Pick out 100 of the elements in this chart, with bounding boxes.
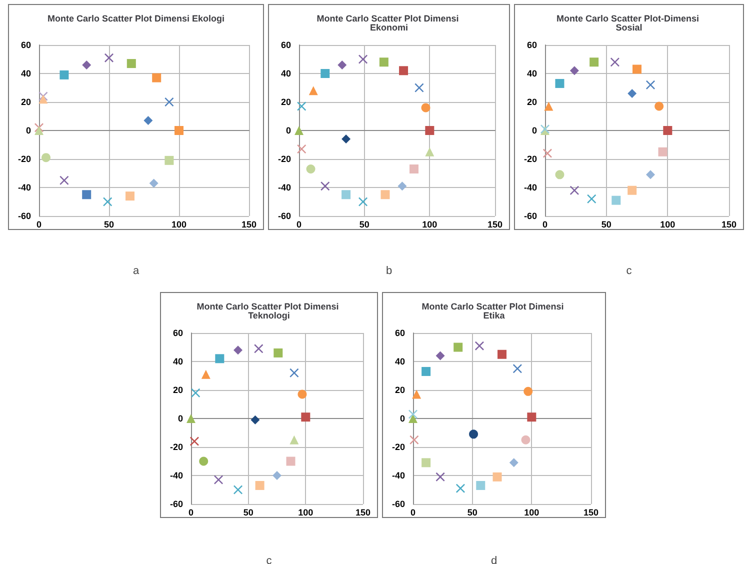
point [628, 88, 637, 98]
point [272, 471, 282, 480]
point [164, 98, 174, 106]
point [149, 178, 158, 188]
y-tick-label: 40 [20, 68, 31, 78]
point [425, 147, 434, 156]
point [654, 102, 664, 111]
point [358, 54, 368, 64]
y-tick-label: 40 [280, 68, 291, 78]
chart-title: Monte Carlo Scatter Plot Dimensi Etika [422, 302, 566, 320]
point [436, 351, 445, 360]
point [126, 192, 134, 201]
point [301, 412, 310, 422]
y-tick-label: 0 [532, 126, 537, 136]
y-tick-label: 60 [394, 328, 405, 338]
x-tick-label: 100 [298, 508, 314, 518]
point [60, 176, 69, 185]
point [190, 436, 199, 446]
x-tick-label: 100 [422, 220, 438, 230]
point [610, 58, 620, 67]
point [555, 170, 564, 180]
text: c [265, 555, 273, 564]
y-tick-label: 20 [172, 385, 183, 395]
text: c [625, 265, 633, 277]
y-tick-label: 20 [394, 385, 405, 395]
point [408, 414, 418, 423]
point [152, 73, 162, 82]
point [469, 430, 478, 439]
point [274, 348, 283, 358]
y-tick-label: -60 [170, 499, 183, 509]
point [286, 456, 296, 466]
x-tick-label: 0 [410, 508, 416, 518]
y-tick-label: 20 [20, 97, 31, 107]
y-tick-label: 0 [400, 414, 405, 424]
y-tick-label: -20 [392, 442, 405, 452]
point [201, 370, 210, 379]
point [628, 186, 637, 195]
point [164, 156, 174, 165]
point [587, 194, 596, 204]
point [104, 53, 114, 62]
point [632, 64, 642, 74]
x-tick-label: 100 [660, 220, 676, 230]
point [191, 388, 200, 398]
y-tick-label: -20 [524, 154, 537, 164]
y-tick-label: -40 [392, 470, 405, 480]
point [380, 190, 390, 200]
y-tick-label: -40 [18, 182, 31, 192]
y-tick-label: 60 [172, 328, 183, 338]
point [320, 69, 330, 78]
point [234, 346, 243, 355]
x-tick-label: 150 [241, 220, 257, 230]
x-tick-label: 150 [721, 220, 737, 230]
point [358, 197, 368, 206]
point [509, 458, 518, 468]
point [342, 190, 351, 200]
point [399, 66, 408, 76]
x-tick-label: 50 [467, 508, 478, 518]
y-tick-label: 20 [526, 97, 537, 107]
point [306, 164, 316, 174]
y-tick-label: 60 [280, 40, 291, 50]
y-tick-label: -60 [524, 211, 537, 221]
x-tick-label: 50 [243, 508, 254, 518]
point [290, 435, 299, 444]
y-tick-label: -60 [392, 499, 405, 509]
y-tick-label: 20 [280, 97, 291, 107]
chart-title: Monte Carlo Scatter Plot Dimensi Ekonomi [316, 14, 462, 32]
x-tick-label: 50 [601, 220, 612, 230]
point [542, 148, 552, 158]
point [454, 342, 463, 352]
point [290, 368, 299, 378]
point [186, 414, 196, 423]
x-tick-label: 100 [524, 508, 540, 518]
point [658, 147, 668, 156]
x-tick-label: 0 [188, 508, 194, 518]
point [590, 58, 599, 67]
point [379, 58, 388, 67]
point [425, 126, 434, 135]
point [144, 116, 153, 126]
y-tick-label: 40 [172, 356, 183, 366]
y-tick-label: -40 [278, 182, 291, 192]
x-tick-label: 150 [487, 220, 503, 230]
point [421, 103, 430, 112]
x-tick-label: 0 [36, 220, 42, 230]
point [320, 182, 330, 191]
point [174, 126, 184, 135]
y-tick-label: 0 [286, 126, 291, 136]
point [215, 354, 224, 364]
chart-title: Monte Carlo Scatter Plot Dimensi Ekologi [47, 14, 225, 24]
point [612, 196, 621, 205]
point [409, 164, 418, 174]
point [512, 364, 522, 374]
point [42, 153, 50, 162]
point [294, 126, 304, 135]
y-tick-label: -60 [278, 211, 291, 221]
point [570, 66, 579, 76]
y-tick-label: -20 [278, 154, 291, 164]
x-tick-label: 150 [583, 508, 599, 518]
point [255, 480, 264, 490]
point [214, 475, 224, 484]
point [422, 366, 431, 376]
